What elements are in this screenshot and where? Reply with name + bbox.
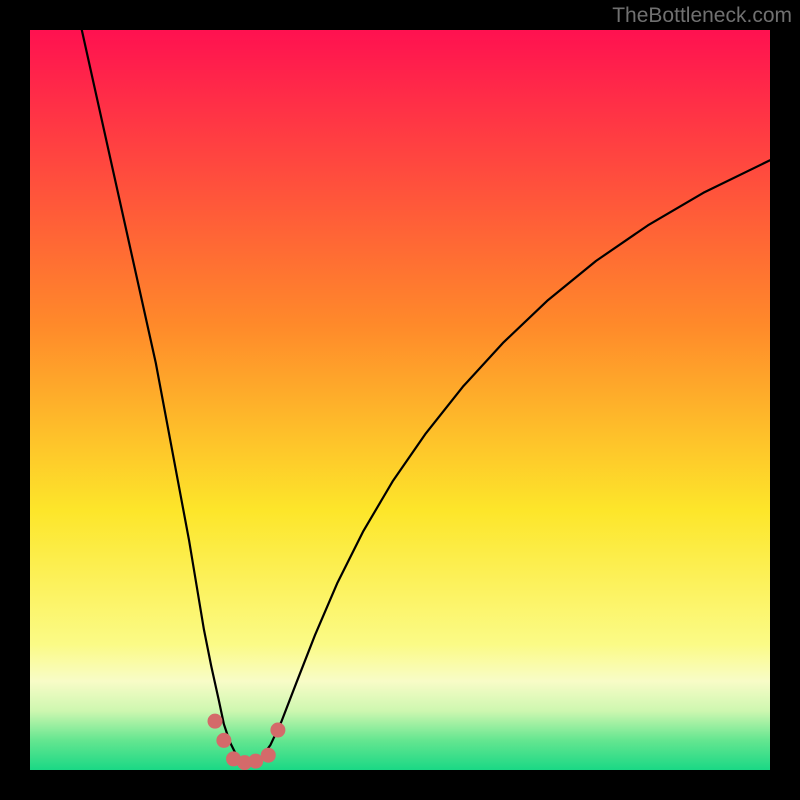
watermark-text: TheBottleneck.com [612, 4, 792, 28]
plot-area [30, 30, 770, 770]
dip-marker [261, 748, 275, 762]
dip-marker [271, 723, 285, 737]
curve-layer [30, 30, 770, 770]
dip-markers [208, 714, 285, 769]
bottleneck-curve [82, 30, 770, 763]
stage: TheBottleneck.com [0, 0, 800, 800]
dip-marker [217, 733, 231, 747]
dip-marker [208, 714, 222, 728]
dip-marker [249, 754, 263, 768]
